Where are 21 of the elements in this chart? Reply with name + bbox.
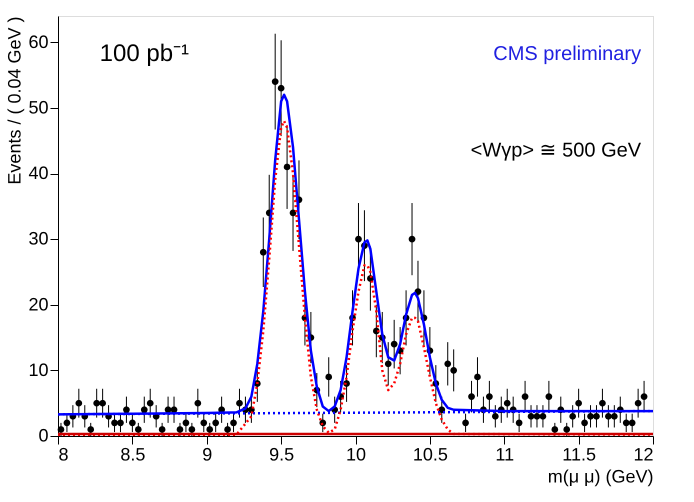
y-tick-label: 60 [28,32,48,52]
y-tick-label: 0 [38,426,48,446]
y-tick-label: 10 [28,360,48,380]
x-tick-label: 10 [346,444,366,464]
x-tick-label: 11.5 [562,444,596,464]
x-tick-label: 8.5 [120,444,146,464]
annotation: CMS preliminary [493,42,642,65]
x-tick-label: 8 [58,444,69,464]
y-tick-label: 20 [28,294,48,314]
x-tick-label: 9.5 [269,444,294,464]
y-tick-label: 50 [28,97,48,118]
x-tick-label: 11 [495,444,514,464]
annotation: <Wγp> ≅ 500 GeV [470,139,642,162]
y-tick-label: 40 [28,163,48,183]
x-tick-label: 9 [202,444,212,464]
y-tick-label: 30 [28,228,48,249]
x-axis-title: m(μ μ) (GeV) [548,466,654,486]
x-tick-label: 10.5 [412,444,448,464]
x-tick-label: 12 [633,444,654,464]
annotation: 100 pb⁻¹ [100,40,190,67]
y-axis-title: Events / ( 0.04 GeV ) [4,16,24,185]
